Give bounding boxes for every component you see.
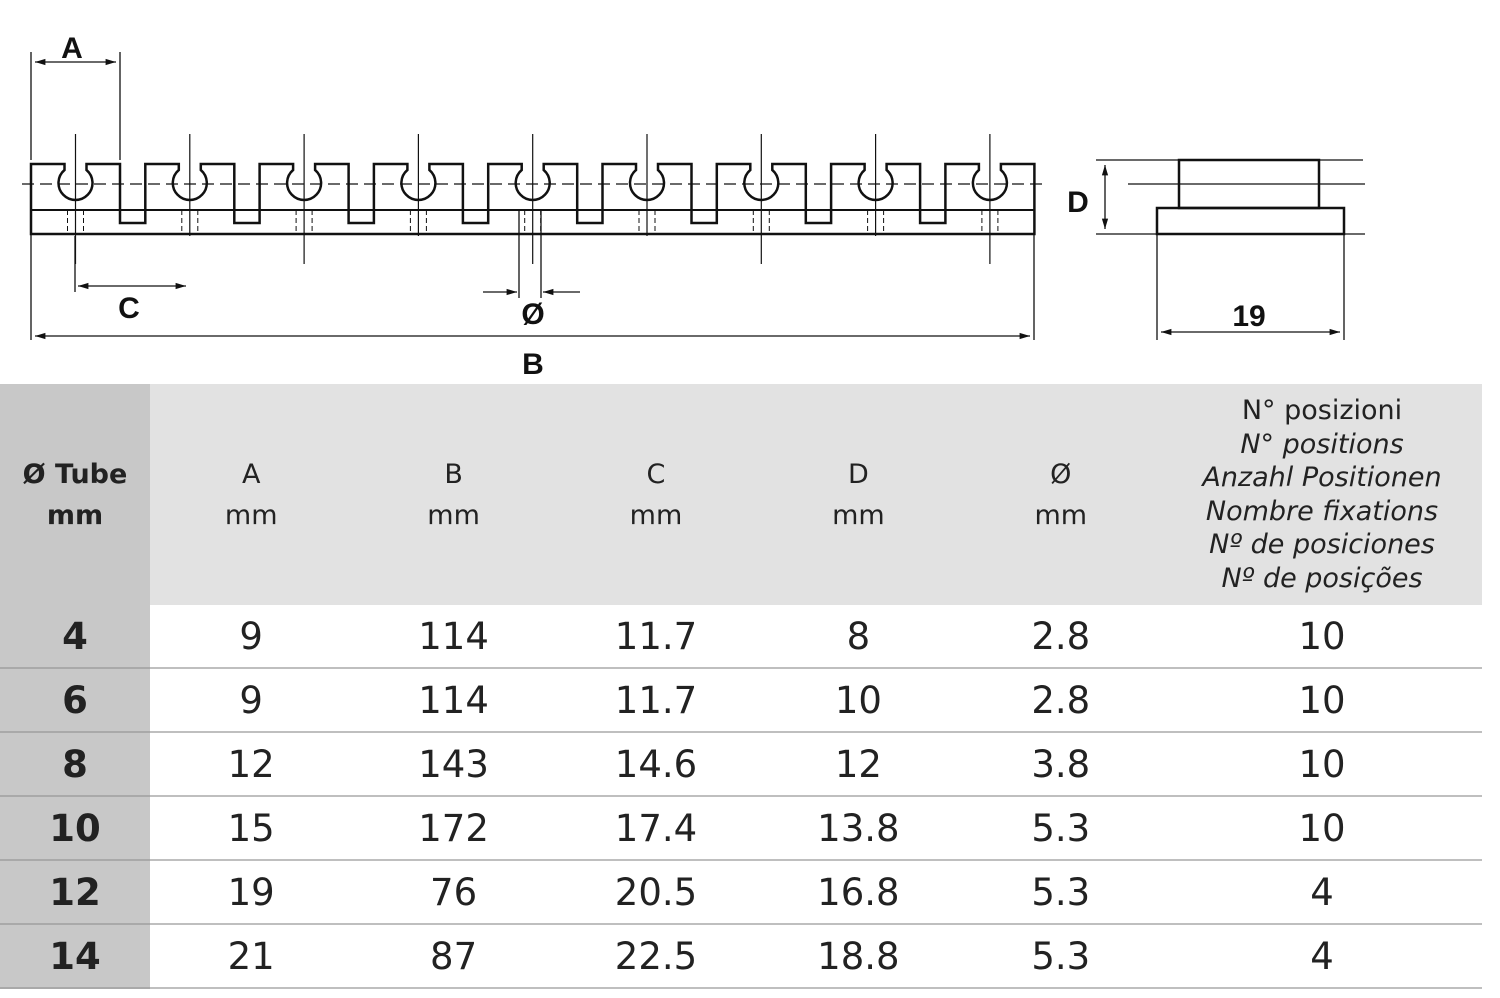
table-cell: 172 bbox=[352, 796, 555, 861]
rail-front-view bbox=[22, 134, 1042, 264]
table-cell: 2.8 bbox=[959, 668, 1162, 733]
table-row: 6 9 114 11.7 10 2.8 10 bbox=[0, 668, 1482, 733]
table-cell: 11.7 bbox=[554, 605, 758, 669]
table-cell: 15 bbox=[150, 796, 353, 861]
table-cell: 2.8 bbox=[959, 605, 1162, 669]
header-label: B bbox=[444, 458, 463, 490]
positions-label-pt: Nº de posições bbox=[1221, 562, 1423, 594]
table-cell: 114 bbox=[352, 605, 555, 669]
label-width: 19 bbox=[1232, 300, 1265, 333]
header-label: Ø Tube bbox=[22, 458, 128, 490]
positions-label-en: N° positions bbox=[1240, 428, 1404, 460]
table-cell: 143 bbox=[352, 732, 555, 797]
tube-diameter-cell: 10 bbox=[0, 796, 150, 861]
table-cell: 5.3 bbox=[959, 924, 1162, 989]
dimension-b bbox=[30, 234, 1035, 340]
table-cell: 3.8 bbox=[959, 732, 1162, 797]
header-tube: Ø Tube mm bbox=[0, 384, 150, 605]
table-cell: 8 bbox=[757, 605, 960, 669]
header-label: D bbox=[847, 458, 869, 490]
tube-diameter-cell: 8 bbox=[0, 732, 150, 797]
dimension-a bbox=[30, 52, 121, 160]
rail-outline bbox=[29, 162, 1036, 236]
label-a: A bbox=[61, 32, 83, 65]
table-cell: 10 bbox=[1162, 732, 1482, 797]
table-row: 12 19 76 20.5 16.8 5.3 4 bbox=[0, 860, 1482, 925]
table-cell: 14.6 bbox=[554, 732, 758, 797]
header-unit: mm bbox=[832, 499, 885, 531]
header-label: C bbox=[646, 458, 666, 490]
table-cell: 19 bbox=[150, 860, 353, 925]
positions-label-it: N° posizioni bbox=[1241, 395, 1403, 426]
table-cell: 10 bbox=[1162, 668, 1482, 733]
table-cell: 16.8 bbox=[757, 860, 960, 925]
table-cell: 17.4 bbox=[554, 796, 758, 861]
positions-label-fr: Nombre fixations bbox=[1205, 495, 1439, 527]
tube-diameter-cell: 14 bbox=[0, 924, 150, 989]
table-cell: 11.7 bbox=[554, 668, 758, 733]
table-cell: 5.3 bbox=[959, 796, 1162, 861]
tube-diameter-cell: 4 bbox=[0, 605, 150, 669]
table-cell: 10 bbox=[1162, 605, 1482, 669]
table-row: 10 15 172 17.4 13.8 5.3 10 bbox=[0, 796, 1482, 861]
header-unit: mm bbox=[224, 499, 278, 531]
table-row: 4 9 114 11.7 8 2.8 10 bbox=[0, 605, 1482, 669]
table-cell: 12 bbox=[757, 732, 960, 797]
positions-label-de: Anzahl Positionen bbox=[1202, 462, 1442, 493]
header-unit: mm bbox=[629, 499, 683, 531]
table-row: 14 21 87 22.5 18.8 5.3 4 bbox=[0, 924, 1482, 989]
table-cell: 76 bbox=[352, 860, 555, 925]
table-row: 8 12 143 14.6 12 3.8 10 bbox=[0, 732, 1482, 797]
table-cell: 22.5 bbox=[554, 924, 758, 989]
table-cell: 10 bbox=[1162, 796, 1482, 861]
table-cell: 114 bbox=[352, 668, 555, 733]
table-cell: 5.3 bbox=[959, 860, 1162, 925]
table-cell: 12 bbox=[150, 732, 353, 797]
table-cell: 87 bbox=[352, 924, 555, 989]
tube-diameter-cell: 12 bbox=[0, 860, 150, 925]
table-cell: 10 bbox=[757, 668, 960, 733]
table-cell: 13.8 bbox=[757, 796, 960, 861]
label-d: D bbox=[1067, 186, 1089, 219]
technical-drawing: A C Ø B D 19 bbox=[22, 32, 1365, 381]
rail-side-view bbox=[1096, 158, 1365, 340]
label-b: B bbox=[522, 348, 544, 381]
label-diameter: Ø bbox=[521, 298, 544, 331]
header-label: Ø bbox=[1050, 458, 1072, 490]
dimension-c bbox=[74, 236, 186, 292]
tube-diameter-cell: 6 bbox=[0, 668, 150, 733]
table-cell: 9 bbox=[150, 605, 353, 669]
table-cell: 21 bbox=[150, 924, 353, 989]
table-cell: 20.5 bbox=[554, 860, 758, 925]
table-cell: 4 bbox=[1162, 860, 1482, 925]
header-label: A bbox=[241, 458, 261, 490]
dimension-diameter bbox=[483, 210, 580, 298]
label-c: C bbox=[118, 292, 140, 325]
header-positions: N° posizioni N° positions Anzahl Positio… bbox=[1162, 384, 1482, 605]
header-unit: mm bbox=[427, 499, 480, 531]
table-cell: 18.8 bbox=[757, 924, 960, 989]
positions-label-es: Nº de posiciones bbox=[1209, 529, 1435, 560]
header-unit: mm bbox=[46, 499, 104, 531]
table-cell: 9 bbox=[150, 668, 353, 733]
header-unit: mm bbox=[1034, 499, 1088, 531]
table-cell: 4 bbox=[1162, 924, 1482, 989]
